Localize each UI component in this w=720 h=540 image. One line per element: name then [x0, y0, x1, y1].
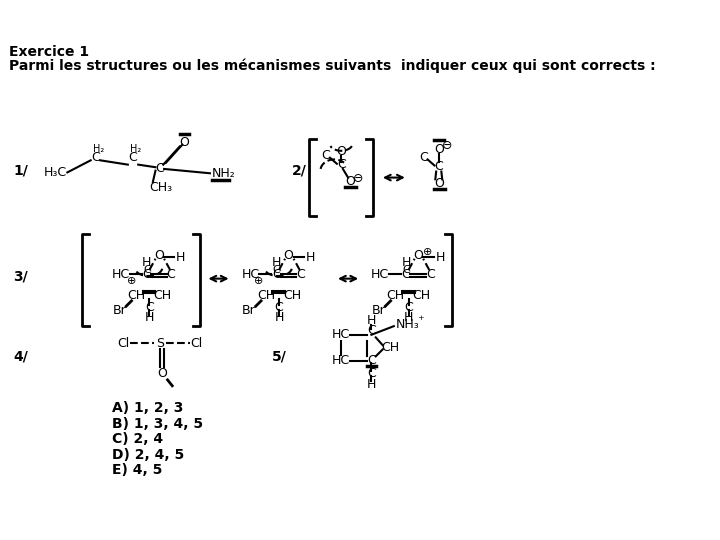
Text: C: C — [434, 160, 443, 173]
Text: E) 4, 5: E) 4, 5 — [112, 463, 163, 477]
Text: NH₂: NH₂ — [212, 167, 235, 180]
Text: HC: HC — [332, 354, 350, 367]
Text: CH: CH — [413, 289, 431, 302]
Text: O: O — [434, 177, 444, 190]
Text: CH: CH — [387, 289, 405, 302]
Text: H: H — [404, 311, 413, 324]
Text: C: C — [129, 151, 138, 164]
Text: C: C — [296, 268, 305, 281]
Text: HC: HC — [371, 268, 389, 281]
Text: H: H — [145, 311, 154, 324]
Text: H: H — [366, 377, 376, 390]
Text: D) 2, 4, 5: D) 2, 4, 5 — [112, 448, 184, 462]
Text: C: C — [419, 151, 428, 164]
Text: NH₃: NH₃ — [395, 318, 419, 331]
Text: O: O — [284, 249, 294, 262]
Text: 5/: 5/ — [272, 349, 287, 363]
Text: Exercice 1: Exercice 1 — [9, 45, 89, 59]
Text: S: S — [156, 337, 163, 350]
Text: C: C — [166, 268, 176, 281]
Text: CH: CH — [257, 289, 275, 302]
Text: C: C — [145, 301, 154, 314]
Text: ⊕: ⊕ — [127, 276, 136, 286]
Text: H: H — [176, 251, 186, 264]
Text: HC: HC — [241, 268, 259, 281]
Text: C: C — [156, 161, 164, 174]
Text: ⁺: ⁺ — [418, 314, 424, 327]
Text: C: C — [272, 268, 281, 281]
Text: ⊖: ⊖ — [442, 139, 453, 152]
Text: C: C — [367, 367, 376, 380]
Text: H: H — [366, 314, 376, 327]
Text: C: C — [143, 268, 151, 281]
Text: H₂: H₂ — [94, 144, 104, 154]
Text: H: H — [401, 256, 410, 269]
Text: Cl: Cl — [117, 337, 130, 350]
Text: O: O — [413, 249, 423, 262]
Text: H: H — [436, 251, 445, 264]
Text: 3/: 3/ — [13, 270, 27, 284]
Text: Cl: Cl — [190, 337, 202, 350]
Text: CH: CH — [283, 289, 301, 302]
Text: H: H — [306, 251, 315, 264]
Text: H₂: H₂ — [130, 144, 141, 154]
Text: C: C — [274, 301, 284, 314]
Text: C: C — [91, 151, 100, 164]
Text: HC: HC — [112, 268, 130, 281]
Text: ⊖: ⊖ — [354, 172, 364, 185]
Text: C: C — [143, 265, 150, 275]
Text: C: C — [402, 265, 410, 275]
Text: C: C — [272, 265, 280, 275]
Text: C: C — [426, 268, 434, 281]
Text: C: C — [367, 324, 376, 337]
Text: 2/: 2/ — [292, 164, 307, 178]
Text: C: C — [404, 301, 413, 314]
Text: C: C — [402, 268, 410, 281]
Text: H: H — [142, 256, 151, 269]
Text: O: O — [179, 136, 189, 148]
Text: Br: Br — [372, 304, 385, 317]
Text: ⊕: ⊕ — [254, 276, 264, 286]
Text: CH: CH — [127, 289, 145, 302]
Text: O: O — [158, 367, 167, 380]
Text: Br: Br — [242, 304, 256, 317]
Text: H: H — [271, 256, 281, 269]
Text: H₃C: H₃C — [44, 166, 68, 179]
Text: C: C — [321, 150, 330, 163]
Text: ⊕: ⊕ — [423, 247, 432, 257]
Text: O: O — [345, 176, 355, 188]
Text: CH: CH — [153, 289, 171, 302]
Text: A) 1, 2, 3: A) 1, 2, 3 — [112, 401, 184, 415]
Text: O: O — [434, 143, 444, 156]
Text: O: O — [336, 145, 346, 158]
Text: C) 2, 4: C) 2, 4 — [112, 433, 163, 446]
Text: CH: CH — [382, 341, 400, 354]
Text: O: O — [154, 249, 164, 262]
Text: Br: Br — [112, 304, 126, 317]
Text: CH₃: CH₃ — [150, 181, 173, 194]
Text: H: H — [274, 311, 284, 324]
Text: 4/: 4/ — [13, 349, 28, 363]
Text: 1/: 1/ — [13, 164, 28, 178]
Text: B) 1, 3, 4, 5: B) 1, 3, 4, 5 — [112, 417, 204, 431]
Text: C: C — [367, 354, 376, 367]
Text: HC: HC — [332, 328, 350, 341]
Text: Parmi les structures ou les mécanismes suivants  indiquer ceux qui sont corrects: Parmi les structures ou les mécanismes s… — [9, 58, 655, 73]
Text: C: C — [337, 158, 346, 171]
